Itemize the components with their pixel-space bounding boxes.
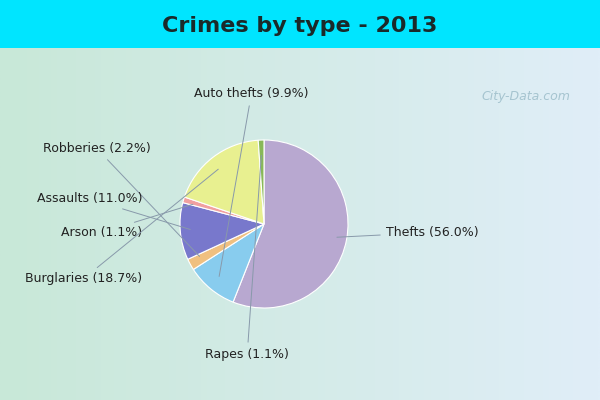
Text: Auto thefts (9.9%): Auto thefts (9.9%) [194,87,308,276]
Wedge shape [258,140,264,224]
Text: Robberies (2.2%): Robberies (2.2%) [43,142,200,256]
Text: Arson (1.1%): Arson (1.1%) [61,204,193,239]
Wedge shape [183,197,264,224]
Text: Assaults (11.0%): Assaults (11.0%) [37,192,190,230]
Wedge shape [193,224,264,302]
Text: Burglaries (18.7%): Burglaries (18.7%) [25,169,218,285]
Text: Rapes (1.1%): Rapes (1.1%) [205,156,289,361]
Text: Thefts (56.0%): Thefts (56.0%) [337,226,478,239]
Text: City-Data.com: City-Data.com [481,90,570,103]
Wedge shape [188,224,264,270]
Wedge shape [180,202,264,259]
Wedge shape [233,140,348,308]
Wedge shape [184,140,264,224]
Text: Crimes by type - 2013: Crimes by type - 2013 [163,16,437,36]
